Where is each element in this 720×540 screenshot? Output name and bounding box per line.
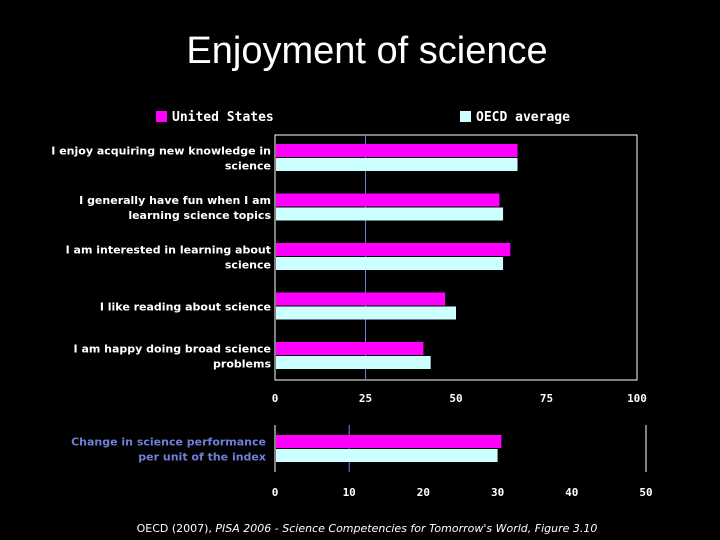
main-chart: I enjoy acquiring new knowledge in scienc… (51, 134, 647, 405)
legend-swatch-oecd (460, 111, 471, 122)
sub-tick-label-2: 20 (417, 486, 430, 499)
main-tick-label-4: 100 (627, 392, 647, 405)
sub-tick-label-4: 40 (565, 486, 578, 499)
main-bar-us-1 (276, 193, 500, 207)
main-category-label-2-1: science (225, 259, 271, 272)
legend-label-oecd: OECD average (476, 110, 570, 125)
main-category-label-0-0: I enjoy acquiring new knowledge in (51, 145, 271, 158)
sub-category-label-0-1: per unit of the index (138, 451, 266, 464)
main-bar-oecd-0 (276, 158, 518, 171)
main-category-label-3-0: I like reading about science (100, 301, 271, 314)
main-bar-us-4 (276, 342, 424, 355)
main-category-label-0-1: science (225, 160, 271, 173)
sub-bar-us-0 (276, 435, 502, 448)
main-tick-label-1: 25 (359, 392, 372, 405)
sub-tick-label-1: 10 (343, 486, 356, 499)
source-prefix: OECD (2007), (137, 522, 216, 535)
sub-category-label-0-0: Change in science performance (71, 436, 266, 449)
chart-title: Enjoyment of science (186, 30, 547, 72)
main-tick-label-0: 0 (272, 392, 279, 405)
sub-bar-oecd-0 (276, 449, 498, 462)
sub-tick-label-3: 30 (491, 486, 504, 499)
main-chart-frame (274, 134, 638, 381)
main-category-label-1-1: learning science topics (128, 209, 271, 222)
sub-chart: Change in science performance per unit of… (71, 425, 653, 499)
main-tick-label-3: 75 (540, 392, 553, 405)
main-bar-us-3 (276, 292, 446, 306)
main-category-label-1-0: I generally have fun when I am (79, 194, 271, 207)
legend-swatch-us (156, 111, 167, 122)
main-bar-oecd-1 (276, 207, 504, 221)
legend-label-us: United States (172, 110, 274, 125)
main-category-label-2-0: I am interested in learning about (66, 244, 271, 257)
sub-tick-label-5: 50 (639, 486, 652, 499)
source-title: PISA 2006 - Science Competencies for Tom… (215, 522, 597, 535)
source-note: OECD (2007), PISA 2006 - Science Compete… (137, 522, 598, 535)
main-bar-oecd-4 (276, 356, 431, 369)
main-category-label-4-0: I am happy doing broad science (74, 343, 271, 356)
main-bar-oecd-3 (276, 306, 456, 320)
sub-tick-label-0: 0 (272, 486, 279, 499)
main-bar-oecd-2 (276, 257, 504, 270)
main-bar-us-0 (276, 144, 518, 157)
main-category-label-4-1: problems (213, 358, 271, 371)
main-bar-us-2 (276, 243, 511, 256)
main-tick-label-2: 50 (449, 392, 462, 405)
